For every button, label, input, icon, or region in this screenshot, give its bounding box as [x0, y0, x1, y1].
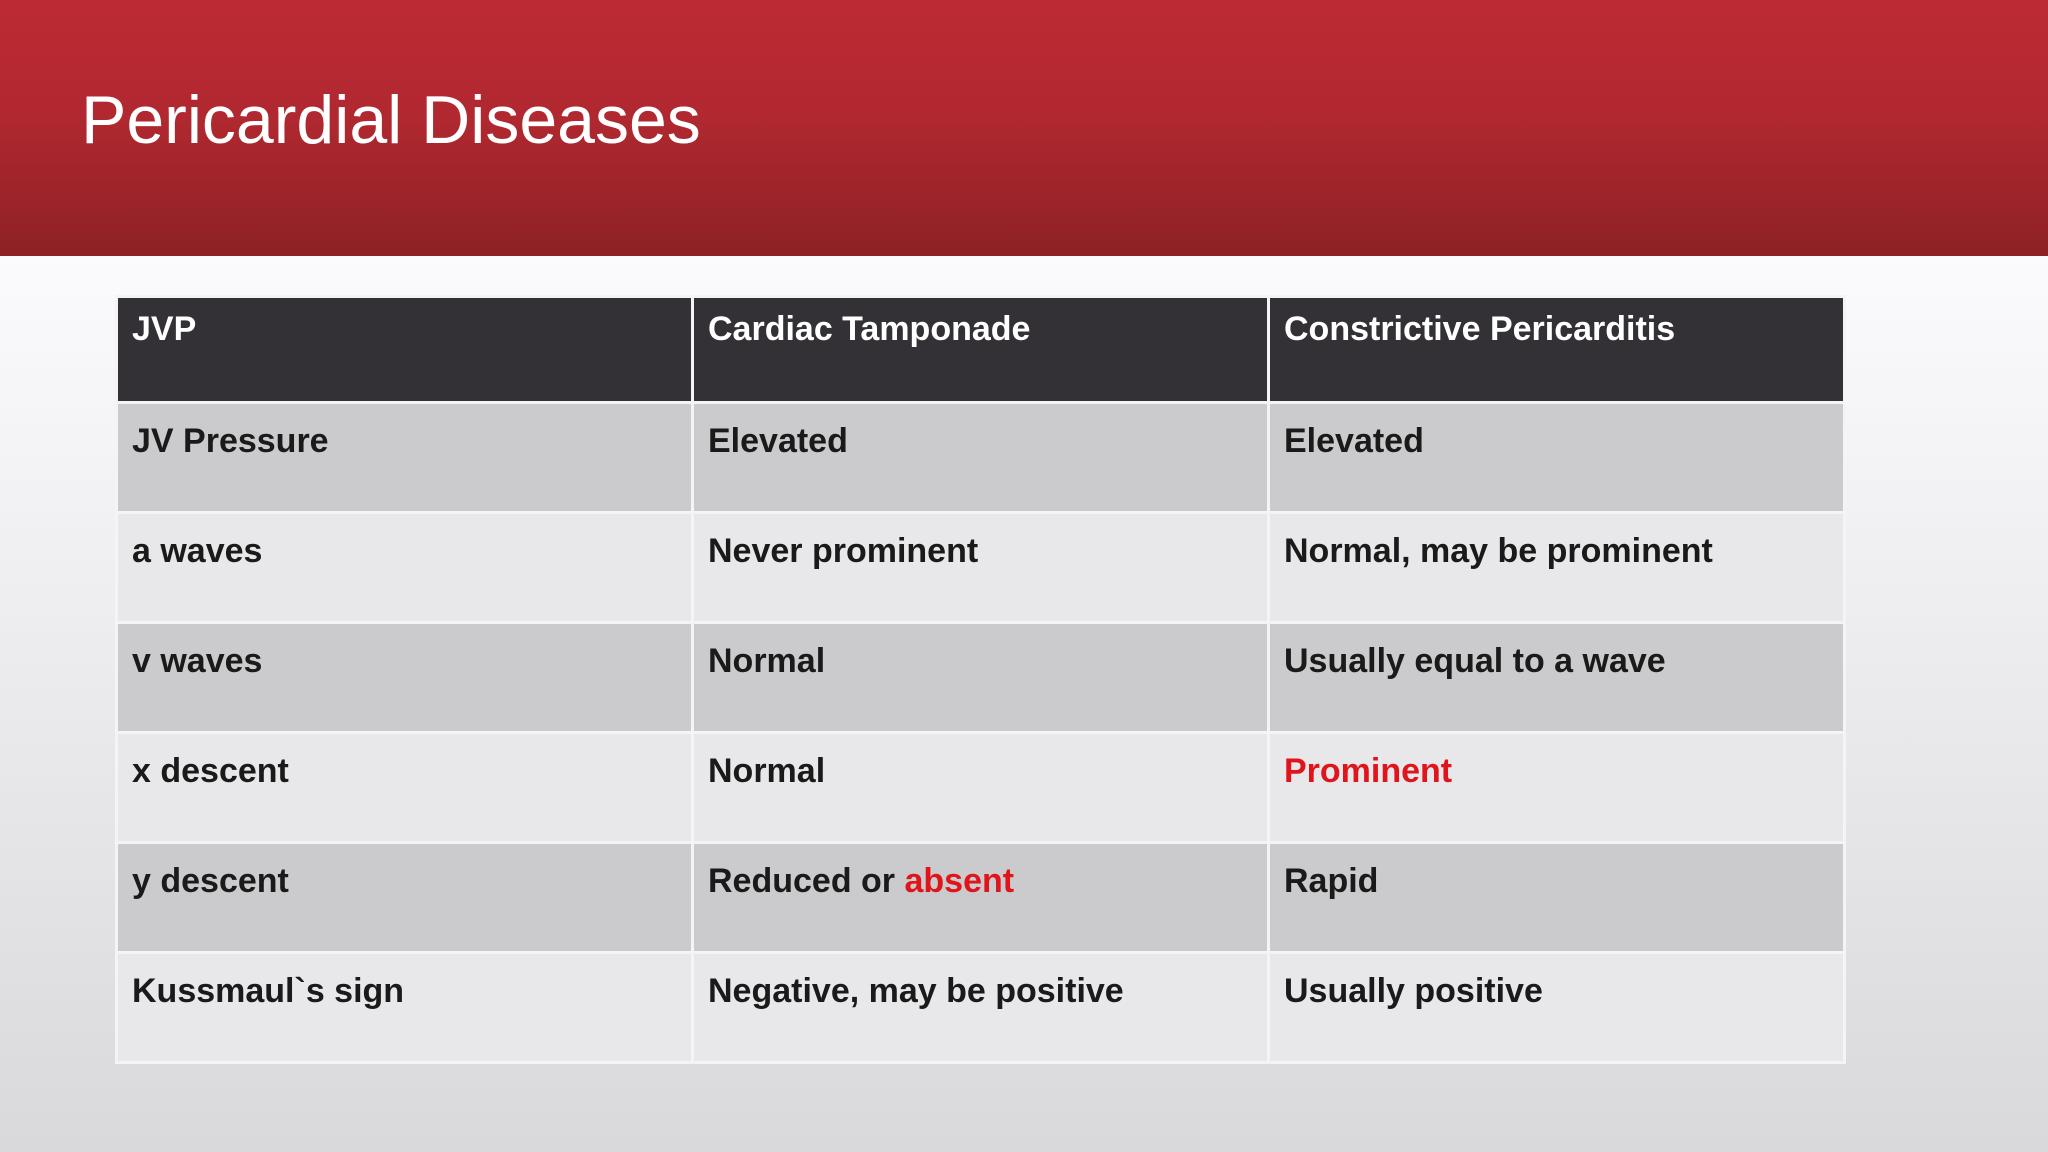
cell: Normal — [691, 731, 1270, 844]
comparison-table: JVP Cardiac Tamponade Constrictive Peric… — [115, 295, 1846, 1064]
column-header: Cardiac Tamponade — [691, 295, 1270, 404]
cell-text-highlight: absent — [904, 862, 1015, 900]
cell: x descent — [115, 731, 694, 844]
cell-text: Reduced or — [708, 862, 905, 900]
table-row: y descent Reduced or absent Rapid — [115, 841, 1846, 954]
cell: JV Pressure — [115, 401, 694, 514]
table-row: v waves Normal Usually equal to a wave — [115, 621, 1846, 734]
header-band: Pericardial Diseases — [0, 0, 2048, 256]
cell: Usually positive — [1267, 951, 1846, 1064]
cell: y descent — [115, 841, 694, 954]
header-row: JVP Cardiac Tamponade Constrictive Peric… — [115, 295, 1846, 404]
cell: Normal — [691, 621, 1270, 734]
table-row: JV Pressure Elevated Elevated — [115, 401, 1846, 514]
cell: Elevated — [1267, 401, 1846, 514]
column-header: JVP — [115, 295, 694, 404]
cell: Prominent — [1267, 731, 1846, 844]
table-row: Kussmaul`s sign Negative, may be positiv… — [115, 951, 1846, 1064]
cell: Kussmaul`s sign — [115, 951, 694, 1064]
cell: Normal, may be prominent — [1267, 511, 1846, 624]
cell: Elevated — [691, 401, 1270, 514]
cell: Usually equal to a wave — [1267, 621, 1846, 734]
cell: a waves — [115, 511, 694, 624]
table-row: x descent Normal Prominent — [115, 731, 1846, 844]
cell: v waves — [115, 621, 694, 734]
slide-title: Pericardial Diseases — [81, 82, 701, 158]
cell: Negative, may be positive — [691, 951, 1270, 1064]
cell: Rapid — [1267, 841, 1846, 954]
cell: Never prominent — [691, 511, 1270, 624]
table-row: a waves Never prominent Normal, may be p… — [115, 511, 1846, 624]
column-header: Constrictive Pericarditis — [1267, 295, 1846, 404]
cell: Reduced or absent — [691, 841, 1270, 954]
